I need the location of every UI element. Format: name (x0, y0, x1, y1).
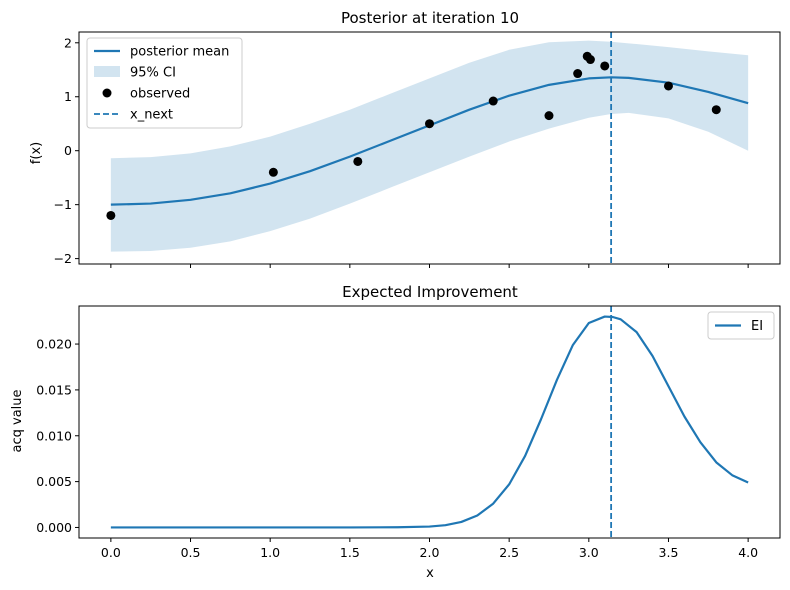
ei-xlabel: x (426, 566, 434, 581)
legend-swatch-ci (94, 66, 120, 77)
posterior-title: Posterior at iteration 10 (341, 9, 519, 27)
ei-x-tick-label: 3.5 (659, 545, 679, 560)
ei-ei-line (110, 315, 749, 529)
ei-x-tick-label: 0.0 (101, 545, 121, 560)
posterior-y-tick-label: 0 (64, 143, 72, 158)
ei-title: Expected Improvement (342, 283, 518, 301)
posterior-legend: posterior mean 95% CI observed x_next (86, 37, 243, 129)
posterior-ticks: −2 −1 0 1 2 (54, 35, 749, 268)
observed-point (353, 156, 363, 166)
ei-ylabel: acq value (10, 389, 25, 452)
ei-x-tick-label: 4.0 (738, 545, 758, 560)
ei-x-tick-label: 1.0 (260, 545, 280, 560)
observed-point (106, 210, 116, 220)
posterior-posterior-mean-line (110, 76, 749, 206)
observed-point (268, 167, 278, 177)
ei-y-tick-label: 0.020 (36, 337, 72, 352)
posterior-y-tick-label: −1 (54, 197, 72, 212)
observed-point (585, 55, 595, 65)
ei-legend: EI (707, 311, 775, 340)
ei-axes-frame (78, 305, 781, 539)
ei-x-tick-label: 3.0 (579, 545, 599, 560)
legend-label-ei: EI (751, 319, 763, 334)
observed-point (425, 119, 434, 129)
posterior-y-tick-label: 2 (64, 35, 72, 50)
legend-swatch-observed (102, 88, 112, 98)
posterior-ylabel: f(x) (29, 142, 44, 164)
posterior-y-tick-label: −2 (54, 251, 72, 266)
posterior-legend-box (86, 37, 243, 129)
legend-label-observed: observed (130, 87, 190, 102)
posterior-y-tick-label: 1 (64, 89, 72, 104)
legend-label-posterior-mean: posterior mean (130, 45, 229, 60)
ei-x-tick-label: 2.5 (499, 545, 519, 560)
ei-panel: Expected Improvement acq value x 0.0 0.5 1… (10, 283, 781, 581)
posterior-plot-area (106, 32, 749, 264)
ei-y-tick-label: 0.015 (36, 382, 72, 397)
ei-y-tick-label: 0.000 (36, 520, 72, 535)
ei-x-tick-label: 1.5 (340, 545, 360, 560)
observed-point (711, 105, 721, 115)
posterior-panel: Posterior at iteration 10 f(x) −2 −1 0 1 2 p… (29, 9, 781, 268)
ei-x-tick-label: 2.0 (420, 545, 440, 560)
ei-ticks: 0.0 0.5 1.0 1.5 2.0 2.5 3.0 3.5 4.0 0.000 0.005 0.0… (36, 337, 758, 560)
legend-label-ci: 95% CI (130, 66, 176, 81)
observed-point (544, 111, 554, 121)
observed-point (600, 61, 610, 71)
posterior-ci-band (110, 40, 749, 252)
observed-point (488, 96, 498, 106)
ei-x-tick-label: 0.5 (181, 545, 201, 560)
ei-y-tick-label: 0.010 (36, 428, 72, 443)
legend-label-x-next: x_next (130, 108, 173, 123)
observed-point (573, 69, 583, 79)
observed-point (663, 81, 673, 91)
ei-y-tick-label: 0.005 (36, 474, 72, 489)
ei-plot-area (110, 306, 749, 538)
